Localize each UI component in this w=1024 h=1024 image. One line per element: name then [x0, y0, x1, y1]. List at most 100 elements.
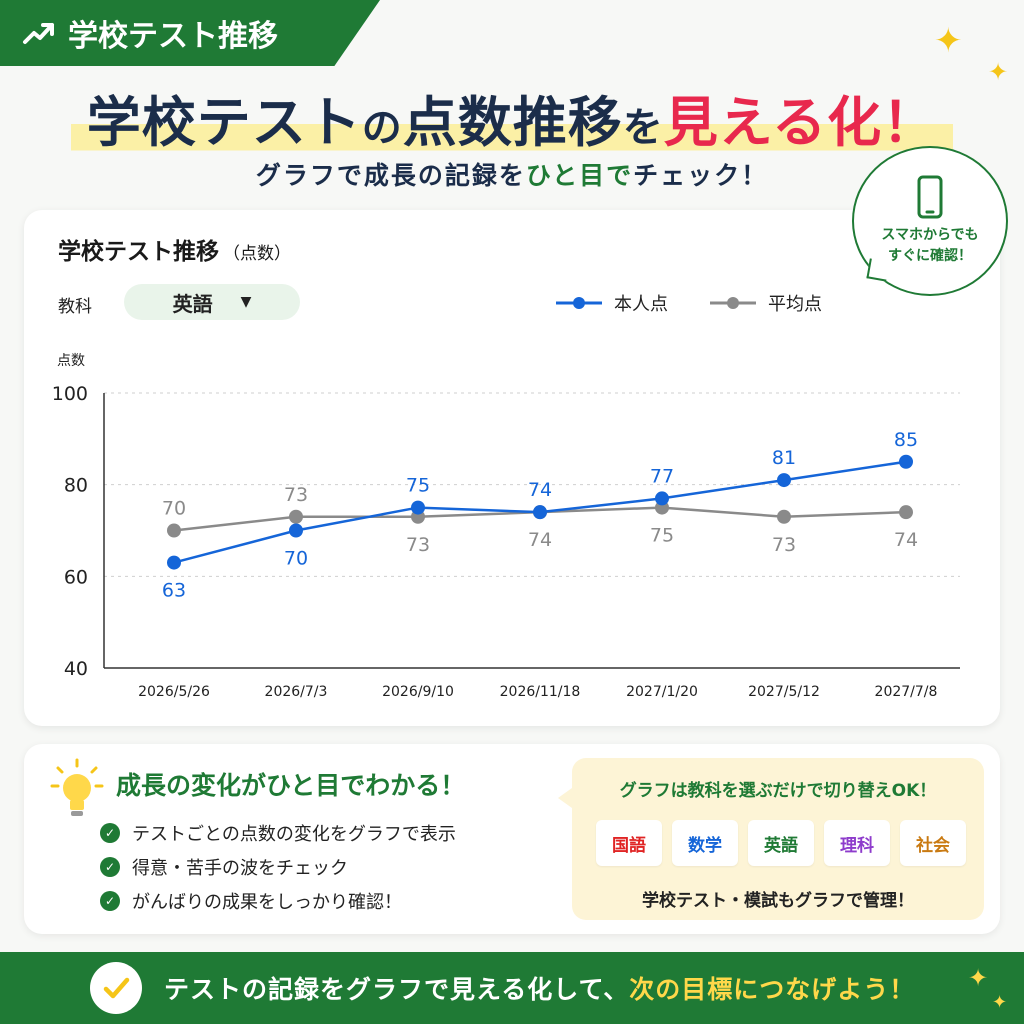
- subject-select-value: 英語: [172, 291, 213, 316]
- checklist-item: ✓ 得意・苦手の波をチェック: [100, 850, 456, 884]
- checkmark-icon: [103, 977, 130, 999]
- bubble-line: スマホからでも: [881, 227, 979, 243]
- chart-title: 学校テスト推移 （点数）: [58, 232, 291, 266]
- y-tick-label: 80: [64, 475, 88, 497]
- data-point-self: [289, 523, 303, 538]
- sparkle-icon: ✦: [968, 964, 989, 992]
- footer-message: テストの記録をグラフで見える化して、次の目標につなげよう！: [164, 970, 915, 1006]
- data-label-average: 74: [528, 529, 552, 551]
- check-circle-icon: ✓: [100, 857, 120, 877]
- data-label-average: 73: [284, 484, 308, 506]
- chevron-down-icon: ▼: [240, 294, 252, 310]
- data-label-self: 74: [528, 479, 552, 501]
- switch-box-pointer: [558, 788, 572, 808]
- footer-message-part: テストの記録をグラフで見える化して、: [164, 975, 630, 1004]
- y-tick-label: 60: [64, 566, 88, 588]
- bubble-line: すぐに確認！: [888, 248, 972, 264]
- subject-chip-japanese[interactable]: 国語: [596, 820, 662, 866]
- mobile-callout-bubble: スマホからでも すぐに確認！: [852, 146, 1008, 296]
- smartphone-icon: [917, 175, 943, 219]
- data-label-self: 77: [650, 465, 674, 487]
- subhead-emphasis: ひと目で: [525, 161, 634, 190]
- headline-part: の: [361, 105, 403, 151]
- data-point-self: [167, 555, 181, 570]
- data-label-self: 81: [772, 447, 796, 469]
- checklist-item-label: テストごとの点数の変化をグラフで表示: [132, 824, 456, 845]
- headline-part: 点数推移: [402, 91, 623, 154]
- subject-chip-math[interactable]: 数学: [672, 820, 738, 866]
- data-label-average: 70: [162, 498, 186, 520]
- footer-banner: テストの記録をグラフで見える化して、次の目標につなげよう！: [0, 952, 1024, 1024]
- headline-part: 学校テスト: [86, 91, 362, 154]
- subject-switch-box: グラフは教科を選ぶだけで切り替えOK！ 国語 数学 英語 理科 社会 学校テスト…: [558, 758, 984, 920]
- sparkle-icon: ✦: [992, 992, 1008, 1013]
- subject-chips: 国語 数学 英語 理科 社会: [596, 820, 966, 866]
- subject-chip-science[interactable]: 理科: [824, 820, 890, 866]
- bubble-tail: [866, 258, 890, 282]
- data-label-average: 73: [772, 534, 796, 556]
- data-point-self: [899, 454, 913, 469]
- data-point-self: [411, 500, 425, 515]
- y-tick-label: 40: [64, 658, 88, 680]
- page-subhead: グラフで成長の記録をひと目でチェック！: [0, 156, 1024, 192]
- data-label-self: 85: [894, 429, 918, 451]
- data-point-average: [167, 523, 181, 538]
- switch-note: 学校テスト・模試もグラフで管理！: [642, 891, 914, 911]
- panel-heading: 成長の変化がひと目でわかる！: [116, 771, 466, 800]
- y-tick-label: 100: [52, 383, 88, 405]
- switch-title: グラフは教科を選ぶだけで切り替えOK！: [619, 781, 937, 801]
- subhead-part: グラフで成長の記録を: [255, 161, 526, 190]
- checklist-item: ✓ がんばりの成果をしっかり確認！: [100, 884, 456, 918]
- legend-label-average: 平均点: [768, 294, 822, 315]
- feature-checklist: ✓ テストごとの点数の変化をグラフで表示 ✓ 得意・苦手の波をチェック ✓ がん…: [100, 816, 456, 918]
- x-tick-label: 2026/11/18: [500, 684, 581, 700]
- data-point-average: [289, 509, 303, 524]
- subhead-part: チェック！: [633, 161, 769, 190]
- y-axis-label: 点数: [57, 353, 85, 369]
- data-point-self: [777, 473, 791, 488]
- footer-check-badge: [90, 962, 142, 1014]
- page-headline: 学校テストの点数推移を見える化！: [0, 78, 1024, 157]
- data-label-average: 75: [650, 525, 674, 547]
- headline-emphasis: 見える化！: [663, 91, 938, 154]
- corner-tag: 学校テスト推移: [0, 0, 380, 66]
- data-point-average: [899, 505, 913, 520]
- chart-title-unit: （点数）: [223, 244, 291, 264]
- data-label-self: 70: [284, 548, 308, 570]
- x-tick-label: 2026/9/10: [382, 684, 454, 700]
- data-point-self: [655, 491, 669, 506]
- subject-label: 教科: [58, 297, 92, 317]
- x-tick-label: 2027/5/12: [748, 684, 820, 700]
- data-label-average: 73: [406, 534, 430, 556]
- legend-swatch-average: [710, 297, 756, 309]
- feature-panel: 成長の変化がひと目でわかる！ ✓ テストごとの点数の変化をグラフで表示 ✓ 得意…: [24, 744, 1000, 934]
- sparkle-icon: ✦: [934, 21, 963, 61]
- chart-legend: 本人点 平均点: [554, 290, 822, 316]
- legend-label-self: 本人点: [614, 294, 668, 315]
- x-tick-label: 2027/1/20: [626, 684, 698, 700]
- footer-message-emphasis: 次の目標につなげよう！: [629, 975, 916, 1004]
- line-chart: 点数 100 80 60 40 2026/5/26 2026/7/3 2026/9/10 202…: [52, 353, 960, 700]
- legend-item-self: 本人点: [554, 290, 668, 316]
- trend-up-icon: [23, 23, 54, 44]
- legend-swatch-self: [556, 297, 602, 309]
- x-tick-label: 2026/5/26: [138, 684, 210, 700]
- data-point-average: [777, 509, 791, 524]
- data-label-average: 74: [894, 529, 918, 551]
- checklist-item-label: 得意・苦手の波をチェック: [132, 858, 348, 879]
- lightbulb-icon: [50, 758, 104, 816]
- subject-select[interactable]: 英語 ▼: [124, 284, 300, 320]
- legend-item-average: 平均点: [708, 290, 822, 316]
- headline-part: を: [622, 105, 664, 151]
- checklist-item: ✓ テストごとの点数の変化をグラフで表示: [100, 816, 456, 850]
- check-circle-icon: ✓: [100, 823, 120, 843]
- chart-title-text: 学校テスト推移: [58, 239, 219, 265]
- data-point-self: [533, 505, 547, 520]
- x-tick-label: 2027/7/8: [875, 684, 938, 700]
- x-tick-label: 2026/7/3: [265, 684, 328, 700]
- chart-card: 点数 100 80 60 40 2026/5/26 2026/7/3 2026/9/10 202…: [24, 210, 1000, 726]
- subject-chip-social[interactable]: 社会: [900, 820, 966, 866]
- corner-tag-label: 学校テスト推移: [68, 19, 278, 54]
- check-circle-icon: ✓: [100, 891, 120, 911]
- subject-chip-english[interactable]: 英語: [748, 820, 814, 866]
